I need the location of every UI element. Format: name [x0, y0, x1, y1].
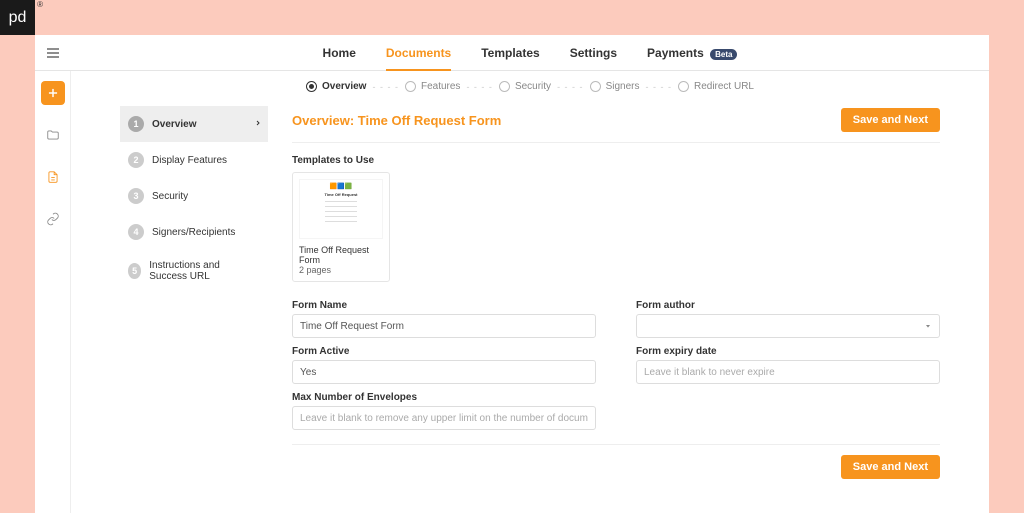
- tab-payments[interactable]: Payments Beta: [647, 36, 737, 70]
- main-content: Overview - - - - Features - - - - Securi…: [71, 71, 989, 513]
- tab-documents[interactable]: Documents: [386, 36, 451, 70]
- new-button[interactable]: [41, 81, 65, 105]
- app-window: Home Documents Templates Settings Paymen…: [35, 35, 989, 513]
- page-title: Overview: Time Off Request Form: [292, 113, 501, 128]
- step-label: Redirect URL: [694, 81, 754, 92]
- step-number: 4: [128, 224, 144, 240]
- step-signers[interactable]: Signers: [590, 81, 640, 92]
- step-label: Overview: [322, 81, 366, 92]
- tab-home[interactable]: Home: [323, 36, 356, 70]
- save-and-next-button-footer[interactable]: Save and Next: [841, 455, 940, 479]
- step-separator: - - - -: [372, 82, 399, 92]
- templates-section-label: Templates to Use: [292, 155, 940, 166]
- form-author-select[interactable]: [636, 314, 940, 338]
- step-label: Security: [152, 191, 188, 202]
- form-author-label: Form author: [636, 300, 940, 311]
- folder-icon[interactable]: [41, 123, 65, 147]
- step-features[interactable]: Features: [405, 81, 460, 92]
- side-step-instructions[interactable]: 5 Instructions and Success URL: [120, 250, 268, 292]
- caret-down-icon: [924, 322, 932, 330]
- step-label: Security: [515, 81, 551, 92]
- step-separator: - - - -: [557, 82, 584, 92]
- max-envelopes-label: Max Number of Envelopes: [292, 392, 596, 403]
- step-number: 5: [128, 263, 141, 279]
- side-step-display-features[interactable]: 2 Display Features: [120, 142, 268, 178]
- template-name: Time Off Request Form: [299, 245, 383, 265]
- beta-badge: Beta: [710, 49, 737, 60]
- side-step-overview[interactable]: 1 Overview: [120, 106, 268, 142]
- form-expiry-input[interactable]: [636, 360, 940, 384]
- step-separator: - - - -: [466, 82, 493, 92]
- step-security[interactable]: Security: [499, 81, 551, 92]
- left-sidebar: [35, 71, 71, 513]
- template-card[interactable]: 🟧🟦🟩 Time Off Request Time Off Request Fo…: [292, 172, 390, 282]
- step-label: Instructions and Success URL: [149, 260, 260, 282]
- step-redirect-url[interactable]: Redirect URL: [678, 81, 754, 92]
- document-icon[interactable]: [41, 165, 65, 189]
- step-overview[interactable]: Overview: [306, 81, 366, 92]
- step-number: 3: [128, 188, 144, 204]
- step-label: Display Features: [152, 155, 227, 166]
- template-pages: 2 pages: [299, 265, 383, 275]
- chevron-right-icon: [254, 118, 262, 131]
- brand-logo: pd: [0, 0, 35, 35]
- form-active-label: Form Active: [292, 346, 596, 357]
- preview-title: Time Off Request: [324, 192, 357, 197]
- step-number: 1: [128, 116, 144, 132]
- tab-payments-label: Payments: [647, 46, 704, 60]
- form-name-input[interactable]: [292, 314, 596, 338]
- side-steps-nav: 1 Overview 2 Display Features 3 Security: [120, 98, 268, 479]
- form-panel: Overview: Time Off Request Form Save and…: [268, 98, 940, 479]
- link-icon[interactable]: [41, 207, 65, 231]
- top-nav: Home Documents Templates Settings Paymen…: [71, 36, 989, 70]
- menu-toggle-button[interactable]: [35, 35, 71, 71]
- form-expiry-label: Form expiry date: [636, 346, 940, 357]
- top-bar: Home Documents Templates Settings Paymen…: [35, 35, 989, 71]
- side-step-security[interactable]: 3 Security: [120, 178, 268, 214]
- tab-templates[interactable]: Templates: [481, 36, 539, 70]
- side-step-signers[interactable]: 4 Signers/Recipients: [120, 214, 268, 250]
- step-label: Features: [421, 81, 460, 92]
- step-label: Overview: [152, 119, 196, 130]
- form-active-input[interactable]: [292, 360, 596, 384]
- step-number: 2: [128, 152, 144, 168]
- step-label: Signers/Recipients: [152, 227, 235, 238]
- template-preview: 🟧🟦🟩 Time Off Request: [299, 179, 383, 239]
- tab-settings[interactable]: Settings: [570, 36, 617, 70]
- save-and-next-button[interactable]: Save and Next: [841, 108, 940, 132]
- step-separator: - - - -: [645, 82, 672, 92]
- form-name-label: Form Name: [292, 300, 596, 311]
- max-envelopes-input[interactable]: [292, 406, 596, 430]
- step-label: Signers: [606, 81, 640, 92]
- progress-steps: Overview - - - - Features - - - - Securi…: [71, 71, 989, 98]
